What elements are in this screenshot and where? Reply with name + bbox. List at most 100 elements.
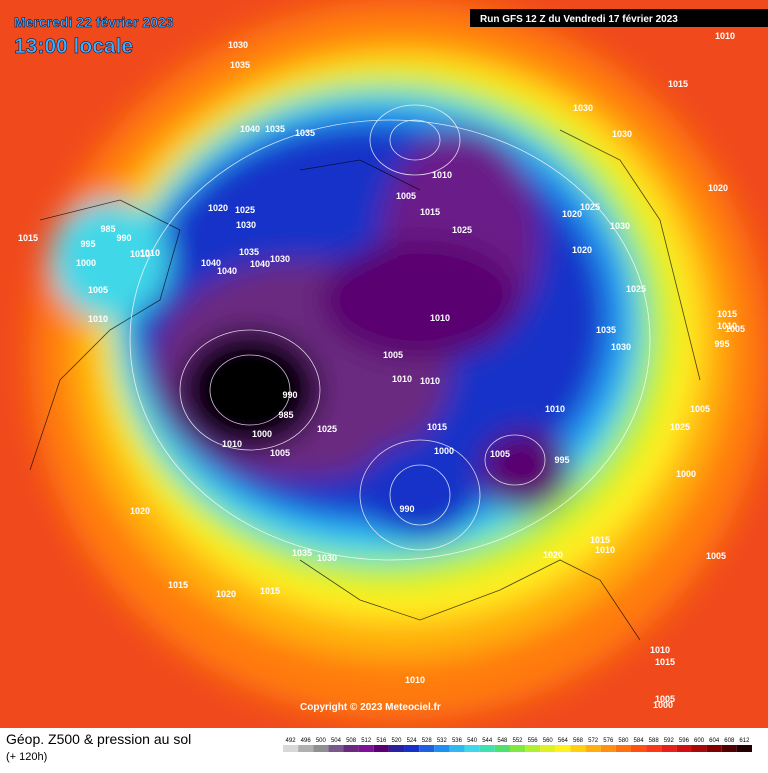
scale-swatch xyxy=(298,745,314,752)
isobar-label: 1005 xyxy=(725,324,745,334)
scale-swatch xyxy=(358,745,374,752)
scale-swatch xyxy=(630,745,647,752)
scale-swatch xyxy=(525,745,541,752)
isobar-label: 1000 xyxy=(653,700,673,710)
scale-label: 508 xyxy=(346,738,357,744)
isobar-label: 1040 xyxy=(201,258,221,268)
isobar-label: 1015 xyxy=(717,309,737,319)
isobar-label: 1035 xyxy=(230,60,250,70)
isobar-label: 1005 xyxy=(88,285,108,295)
scale-swatch xyxy=(509,745,526,752)
isobar-label: 1015 xyxy=(168,580,188,590)
scale-swatch xyxy=(555,745,571,752)
isobar-label: 990 xyxy=(282,390,297,400)
isobar-label: 1030 xyxy=(317,553,337,563)
isobar-label: 1010 xyxy=(545,404,565,414)
isobar-label: 1040 xyxy=(217,266,237,276)
scale-label: 596 xyxy=(679,738,690,744)
isobar-label: 1010 xyxy=(595,545,615,555)
isobar-label: 1005 xyxy=(383,350,403,360)
scale-swatch xyxy=(676,745,692,752)
isobar-label: 1010 xyxy=(88,314,108,324)
run-bar xyxy=(470,9,768,27)
isobar-label: 1030 xyxy=(611,342,631,352)
scale-label: 608 xyxy=(724,738,735,744)
isobar-label: 1025 xyxy=(580,202,600,212)
scale-swatch xyxy=(373,745,389,752)
scale-label: 612 xyxy=(739,738,750,744)
scale-swatch xyxy=(540,745,556,752)
scale-label: 556 xyxy=(528,738,539,744)
isobar-label: 1030 xyxy=(573,103,593,113)
isobar-label: 1035 xyxy=(265,124,285,134)
isobar-label: 1030 xyxy=(610,221,630,231)
isobar-label: 1035 xyxy=(295,128,315,138)
height-field xyxy=(30,0,768,720)
isobar-label: 1015 xyxy=(420,207,440,217)
scale-label: 496 xyxy=(301,738,312,744)
isobar-label: 1005 xyxy=(270,448,290,458)
isobar-label: 1015 xyxy=(590,535,610,545)
isobar-label: 1010 xyxy=(420,376,440,386)
scale-swatch xyxy=(615,745,631,752)
isobar-label: 1025 xyxy=(452,225,472,235)
copyright: Copyright © 2023 Meteociel.fr xyxy=(300,702,441,713)
isobar-label: 1010 xyxy=(222,439,242,449)
isobar-label: 1015 xyxy=(668,79,688,89)
isobar-label: 1015 xyxy=(18,233,38,243)
scale-swatch xyxy=(494,745,510,752)
isobar-label: 1010 xyxy=(650,645,670,655)
scale-label: 584 xyxy=(634,738,645,744)
isobar-label: 1025 xyxy=(317,424,337,434)
scale-swatch xyxy=(419,745,435,752)
isobar-label: 1020 xyxy=(130,506,150,516)
date: Mercredi 22 février 2023 xyxy=(14,14,174,30)
isobar-label: 990 xyxy=(399,504,414,514)
scale-swatch xyxy=(721,745,737,752)
scale-label: 548 xyxy=(497,738,508,744)
scale-swatch xyxy=(404,745,420,752)
run-info: Run GFS 12 Z du Vendredi 17 février 2023 xyxy=(480,14,678,25)
scale-swatch xyxy=(434,745,450,752)
scale-label: 552 xyxy=(512,738,523,744)
scale-label: 504 xyxy=(331,738,342,744)
scale-label: 572 xyxy=(588,738,599,744)
isobar-label: 1005 xyxy=(706,551,726,561)
scale-label: 560 xyxy=(543,738,554,744)
scale-label: 604 xyxy=(709,738,720,744)
scale-label: 580 xyxy=(618,738,629,744)
isobar-label: 1030 xyxy=(228,40,248,50)
isobar-label: 1040 xyxy=(250,259,270,269)
isobar-label: 1010 xyxy=(717,321,737,331)
scale-swatch xyxy=(600,745,616,752)
isobar-label: 1000 xyxy=(434,446,454,456)
isobar-label: 1005 xyxy=(490,449,510,459)
scale-swatch xyxy=(449,745,465,752)
scale-label: 568 xyxy=(573,738,584,744)
isobar-label: 1020 xyxy=(572,245,592,255)
isobar-label: 1015 xyxy=(655,657,675,667)
scale-swatch xyxy=(388,745,405,752)
isobar-label: 1020 xyxy=(216,589,236,599)
isobar-label: 1020 xyxy=(208,203,228,213)
isobars xyxy=(129,104,651,561)
coastlines xyxy=(29,129,701,641)
isobar-label: 1000 xyxy=(76,258,96,268)
isobar-label: 1010 xyxy=(405,675,425,685)
scale-swatch xyxy=(570,745,586,752)
isobar-label: 1010 xyxy=(130,249,150,259)
isobar-label: 985 xyxy=(100,224,115,234)
scale-swatch xyxy=(646,745,662,752)
isobar-label: 995 xyxy=(80,239,95,249)
scale-label: 588 xyxy=(649,738,660,744)
isobar-label: 1040 xyxy=(240,124,260,134)
scale-swatch xyxy=(661,745,677,752)
isobar-label: 1025 xyxy=(670,422,690,432)
scale-label: 520 xyxy=(391,738,402,744)
scale-label: 536 xyxy=(452,738,463,744)
scale-label: 500 xyxy=(316,738,327,744)
isobar-label: 1015 xyxy=(260,586,280,596)
scale-label: 540 xyxy=(467,738,478,744)
isobar-label: 1000 xyxy=(676,469,696,479)
